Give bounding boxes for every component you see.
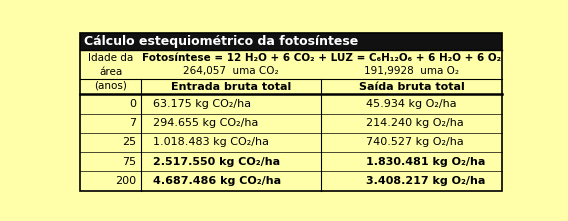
Text: Idade da
área
(anos): Idade da área (anos) bbox=[88, 53, 133, 91]
Text: 4.687.486 kg CO₂/ha: 4.687.486 kg CO₂/ha bbox=[153, 176, 281, 186]
Text: Entrada bruta total: Entrada bruta total bbox=[171, 82, 291, 91]
Text: 294.655 kg CO₂/ha: 294.655 kg CO₂/ha bbox=[153, 118, 258, 128]
Text: Saída bruta total: Saída bruta total bbox=[359, 82, 465, 91]
Text: 45.934 kg O₂/ha: 45.934 kg O₂/ha bbox=[366, 99, 457, 109]
Text: 3.408.217 kg O₂/ha: 3.408.217 kg O₂/ha bbox=[366, 176, 486, 186]
Text: 2.517.550 kg CO₂/ha: 2.517.550 kg CO₂/ha bbox=[153, 157, 280, 167]
Text: 200: 200 bbox=[115, 176, 136, 186]
Text: Cálculo estequiométrico da fotosíntese: Cálculo estequiométrico da fotosíntese bbox=[84, 35, 358, 48]
Text: 63.175 kg CO₂/ha: 63.175 kg CO₂/ha bbox=[153, 99, 251, 109]
Bar bbox=[80, 33, 502, 50]
Text: 264,057  uma CO₂: 264,057 uma CO₂ bbox=[183, 66, 279, 76]
Text: 191,9928  uma O₂: 191,9928 uma O₂ bbox=[364, 66, 459, 76]
Text: 214.240 kg O₂/ha: 214.240 kg O₂/ha bbox=[366, 118, 464, 128]
Text: 75: 75 bbox=[122, 157, 136, 167]
Text: 1.830.481 kg O₂/ha: 1.830.481 kg O₂/ha bbox=[366, 157, 486, 167]
Text: 0: 0 bbox=[129, 99, 136, 109]
Text: 7: 7 bbox=[129, 118, 136, 128]
Text: 1.018.483 kg CO₂/ha: 1.018.483 kg CO₂/ha bbox=[153, 137, 269, 147]
Text: 740.527 kg O₂/ha: 740.527 kg O₂/ha bbox=[366, 137, 464, 147]
Text: 25: 25 bbox=[122, 137, 136, 147]
Text: Fotosíntese = 12 H₂O + 6 CO₂ + LUZ = C₆H₁₂O₆ + 6 H₂O + 6 O₂: Fotosíntese = 12 H₂O + 6 CO₂ + LUZ = C₆H… bbox=[142, 53, 501, 63]
